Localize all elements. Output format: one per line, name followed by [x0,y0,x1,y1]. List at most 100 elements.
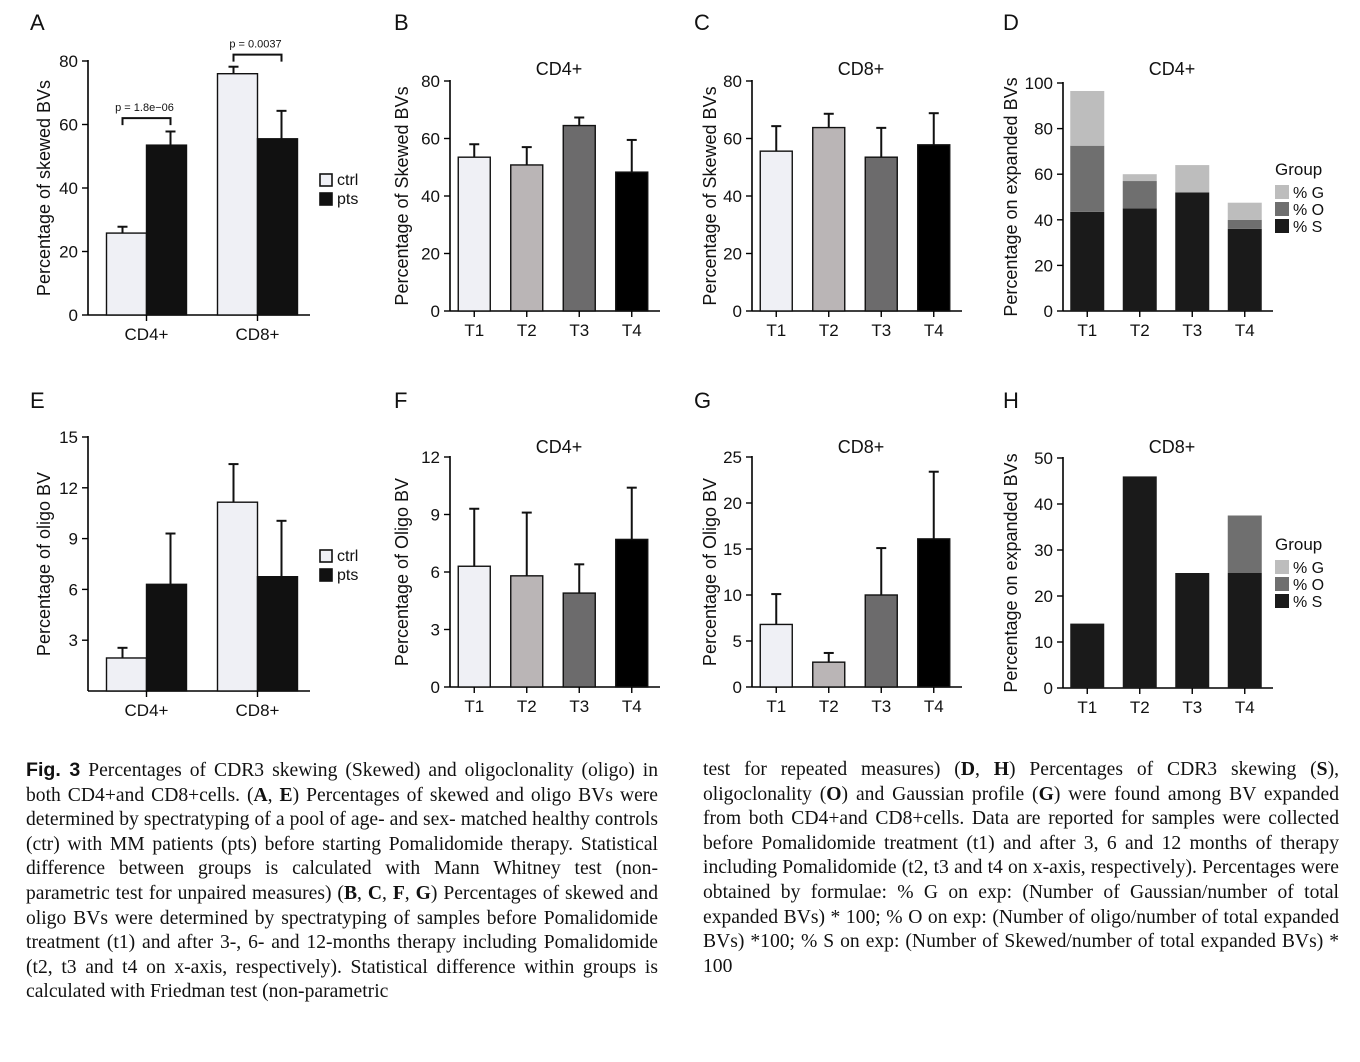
panel-a-x-tick-label: CD4+ [125,325,169,344]
panel-f-x-tick-label: T4 [622,697,642,716]
panel-c-bar-t2 [812,126,846,312]
caption-text-run: ) Percentages of skewed and oligo BVs we… [26,882,659,1003]
panel-a-significance-bracket [121,117,172,126]
panel-a-bar-pts [145,144,188,316]
panel-e-y-tick-label: 15 [59,428,78,447]
caption-text-run: , [267,784,280,806]
panel-b-x-tick-label: T1 [464,321,484,340]
caption-left-text: Percentages of CDR3 skewing (Skewed) and… [26,760,658,1002]
panel-a-legend-label: pts [337,191,358,208]
panel-b-title: CD4+ [536,59,583,79]
caption-panel-ref: A [253,784,268,806]
panel-g-bar-t3 [864,594,898,688]
panel-b-y-tick-label: 20 [421,245,440,264]
caption-text-run: ) and Gaussian profile ( [841,783,1039,805]
panel-d-bar-segment [1227,202,1262,220]
panel-d-x-tick-label: T4 [1235,321,1255,340]
panel-h-x-tick-label: T3 [1182,698,1202,717]
panel-a-x-tick-label: CD8+ [236,325,280,344]
panel-g-bar-t1 [759,623,793,688]
panel-b-bar-t2 [510,164,544,312]
caption-text-run: test for repeated measures) ( [703,759,961,780]
panel-h-x-tick-label: T2 [1130,698,1150,717]
panel-g-x-tick-label: T4 [924,697,944,716]
panel-c-bar-t4 [917,144,951,312]
panel-c-y-tick-label: 40 [723,187,742,206]
panel-d-x-tick-label: T1 [1077,321,1097,340]
panel-g-title: CD8+ [838,437,885,457]
panel-d-bar-segment [1070,90,1105,146]
panel-d-bar-segment [1070,145,1105,212]
panel-a-y-tick-label: 20 [59,243,78,262]
panel-g-bar-t4 [917,538,951,688]
panel-g-y-tick-label: 15 [723,540,742,559]
panel-d-y-label: Percentage on expanded BVs [1001,77,1021,316]
panel-f-y-tick-label: 0 [431,678,440,697]
panel-a-y-tick-label: 60 [59,116,78,135]
panel-h-y-label: Percentage on expanded BVs [1001,453,1021,692]
panel-d-bar-segment [1227,219,1262,229]
panel-c-x-tick-label: T4 [924,321,944,340]
caption-panel-ref: G [1038,783,1054,805]
panel-c-y-tick-label: 80 [723,72,742,91]
panel-b-x-tick-label: T3 [569,321,589,340]
panel-d-bar-segment [1122,174,1157,182]
panel-h-y-tick-label: 40 [1034,495,1053,514]
panel-a-p-value: p = 0.0037 [229,39,281,51]
panel-d-y-tick-label: 0 [1044,302,1053,321]
panel-d-bar-segment [1175,165,1210,193]
panel-b-bar-t1 [457,156,491,312]
panel-g-y-tick-label: 10 [723,586,742,605]
panel-d-legend-swatch [1275,185,1289,199]
panel-d-x-tick-label: T2 [1130,321,1150,340]
panel-e-bar-ctrl [105,657,148,692]
panel-h-y-tick-label: 20 [1034,587,1053,606]
panel-a-y-label: Percentage of skewed BVs [34,80,54,296]
panel-h-y-tick-label: 10 [1034,633,1053,652]
panel-e-bar-ctrl [216,501,259,692]
panel-e-legend-label: ctrl [337,548,358,565]
panel-e-legend-swatch-pts [319,568,333,582]
panel-h-bar-segment [1070,623,1105,688]
panel-d-bar-segment [1175,192,1210,311]
panel-c-y-label: Percentage of Skewed BVs [700,86,720,305]
panel-d-y-tick-label: 60 [1034,165,1053,184]
caption-panel-ref: F [392,882,405,904]
panel-a-y-tick-label: 80 [59,52,78,71]
panel-h-x-tick-label: T4 [1235,698,1255,717]
panel-e-y-tick-label: 9 [69,530,78,549]
panel-e-y-tick-label: 3 [69,631,78,650]
panel-c-letter: C [694,10,710,35]
panel-h-legend-label: % G [1293,560,1324,577]
panel-d-bar-segment [1227,228,1262,311]
caption-text-run: ) Percentages of CDR3 skewing ( [1009,759,1317,780]
panel-h-y-tick-label: 50 [1034,449,1053,468]
panel-f-y-tick-label: 6 [431,563,440,582]
panel-d-legend-title: Group [1275,160,1322,179]
panel-b-y-tick-label: 0 [431,302,440,321]
caption-text-run: ), oligoclonality ( [703,759,1340,805]
panel-e-x-tick-label: CD4+ [125,701,169,720]
panel-g-bar-t2 [812,661,846,688]
panel-f-letter: F [394,388,407,413]
panel-f-bar-t2 [510,575,544,688]
panel-c-bar-t1 [759,150,793,312]
panel-d-x-tick-label: T3 [1182,321,1202,340]
caption-panel-ref: B [343,882,358,904]
caption-text-run: , [382,882,393,904]
panel-d-y-tick-label: 100 [1025,74,1053,93]
panel-e-y-tick-label: 12 [59,479,78,498]
panel-d-title: CD4+ [1149,59,1196,79]
panel-a-bar-ctrl [216,72,259,316]
panel-a-y-tick-label: 40 [59,179,78,198]
panel-f-x-tick-label: T3 [569,697,589,716]
panel-a-bar-pts [256,138,299,316]
panel-a-letter: A [30,10,45,35]
panel-e-bar-pts [145,583,188,692]
panel-d-legend-swatch [1275,202,1289,216]
panel-h-legend-swatch [1275,594,1289,608]
panel-h-bar-segment [1175,573,1210,688]
panel-h-legend-label: % S [1293,594,1322,611]
panel-b-y-tick-label: 80 [421,72,440,91]
